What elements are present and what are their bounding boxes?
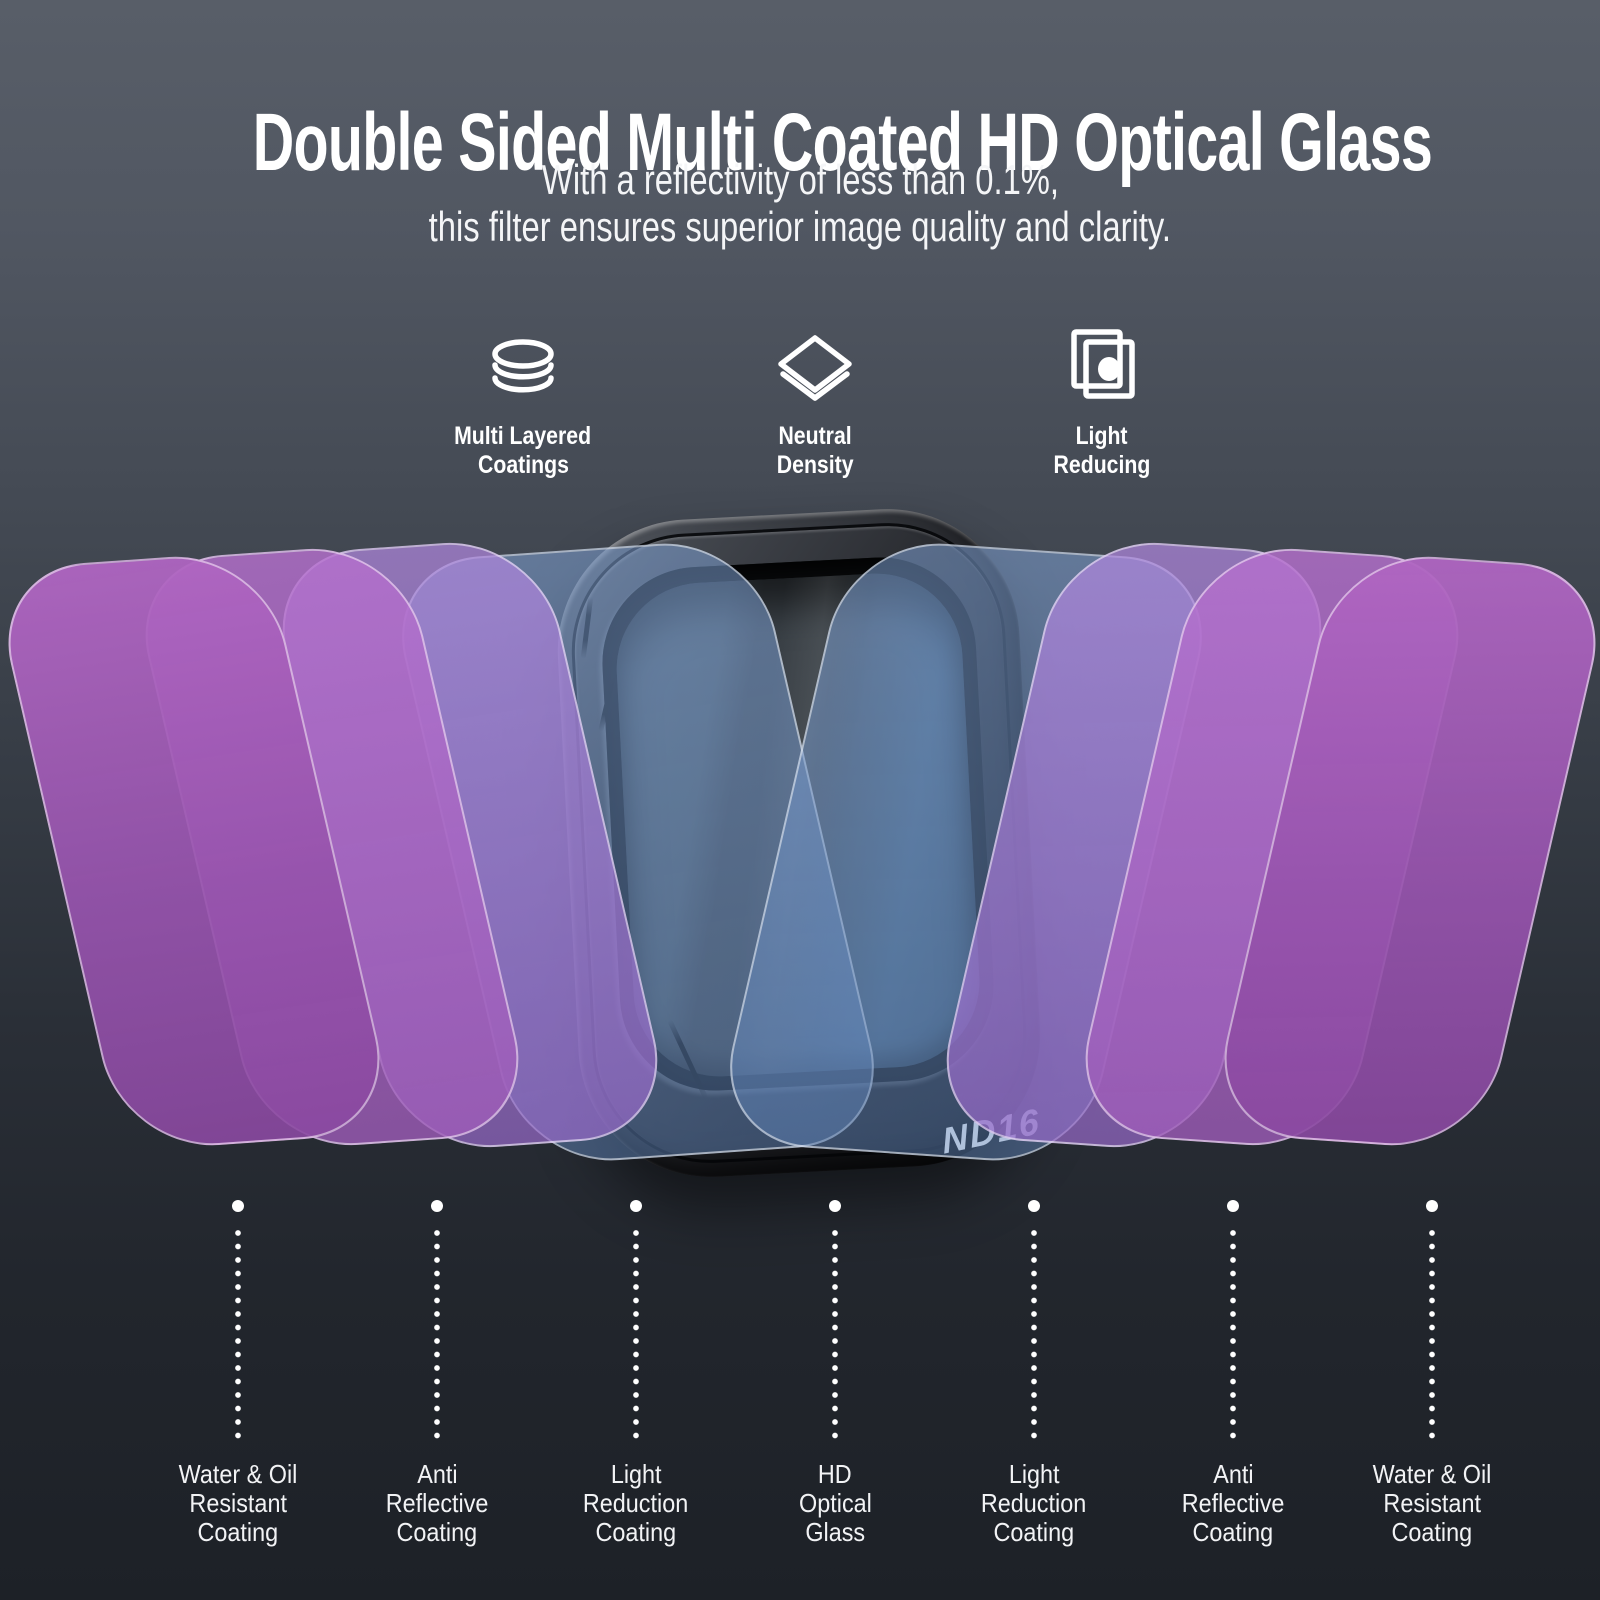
leader-dot <box>1227 1200 1239 1212</box>
leader-dot <box>232 1200 244 1212</box>
feature-light-reducing: Light Reducing <box>952 320 1252 480</box>
layer-label-water-oil-left: Water & Oil Resistant Coating <box>178 1459 298 1547</box>
leader-line <box>1227 1200 1239 1440</box>
leader-line <box>1426 1200 1438 1440</box>
feature-caption: Multi Layered Coatings <box>454 422 592 479</box>
feature-caption: Light Reducing <box>1053 422 1151 479</box>
layer-label-light-reduction-left: Light Reduction Coating <box>583 1459 689 1547</box>
light-reducing-icon <box>952 320 1252 404</box>
leader-dot <box>431 1200 443 1212</box>
layer-label-anti-reflective-right: Anti Reflective Coating <box>1181 1459 1285 1547</box>
page-title: Double Sided Multi Coated HD Optical Gla… <box>0 97 1600 189</box>
subtitle-line-2: this filter ensures superior image quali… <box>428 203 1172 250</box>
page-subtitle: With a reflectivity of less than 0.1%, t… <box>0 156 1600 250</box>
layer-label-light-reduction-right: Light Reduction Coating <box>981 1459 1087 1547</box>
feature-neutral-density: Neutral Density <box>665 320 965 480</box>
leader-dashes <box>633 1226 639 1440</box>
leader-line <box>829 1200 841 1440</box>
layer-label-water-oil-right: Water & Oil Resistant Coating <box>1372 1459 1492 1547</box>
leader-dashes <box>1230 1226 1236 1440</box>
layer-label-hd-optical-glass: HD Optical Glass <box>798 1459 872 1547</box>
leader-line <box>431 1200 443 1440</box>
feature-multi-layered-coatings: Multi Layered Coatings <box>373 320 673 480</box>
leader-dashes <box>1031 1226 1037 1440</box>
leader-dot <box>630 1200 642 1212</box>
leader-dot <box>829 1200 841 1212</box>
leader-line <box>232 1200 244 1440</box>
layer-label-anti-reflective-left: Anti Reflective Coating <box>385 1459 489 1547</box>
leader-dashes <box>434 1226 440 1440</box>
leader-dot <box>1426 1200 1438 1212</box>
multi-layered-coatings-icon <box>373 320 673 404</box>
feature-caption: Neutral Density <box>776 422 854 479</box>
leader-dashes <box>832 1226 838 1440</box>
page-title-text: Double Sided Multi Coated HD Optical Gla… <box>252 96 1433 188</box>
subtitle-line-1: With a reflectivity of less than 0.1%, <box>541 156 1059 203</box>
leader-dashes <box>1429 1226 1435 1440</box>
leader-line <box>630 1200 642 1440</box>
neutral-density-icon <box>665 320 965 404</box>
leader-line <box>1028 1200 1040 1440</box>
leader-dot <box>1028 1200 1040 1212</box>
leader-dashes <box>235 1226 241 1440</box>
